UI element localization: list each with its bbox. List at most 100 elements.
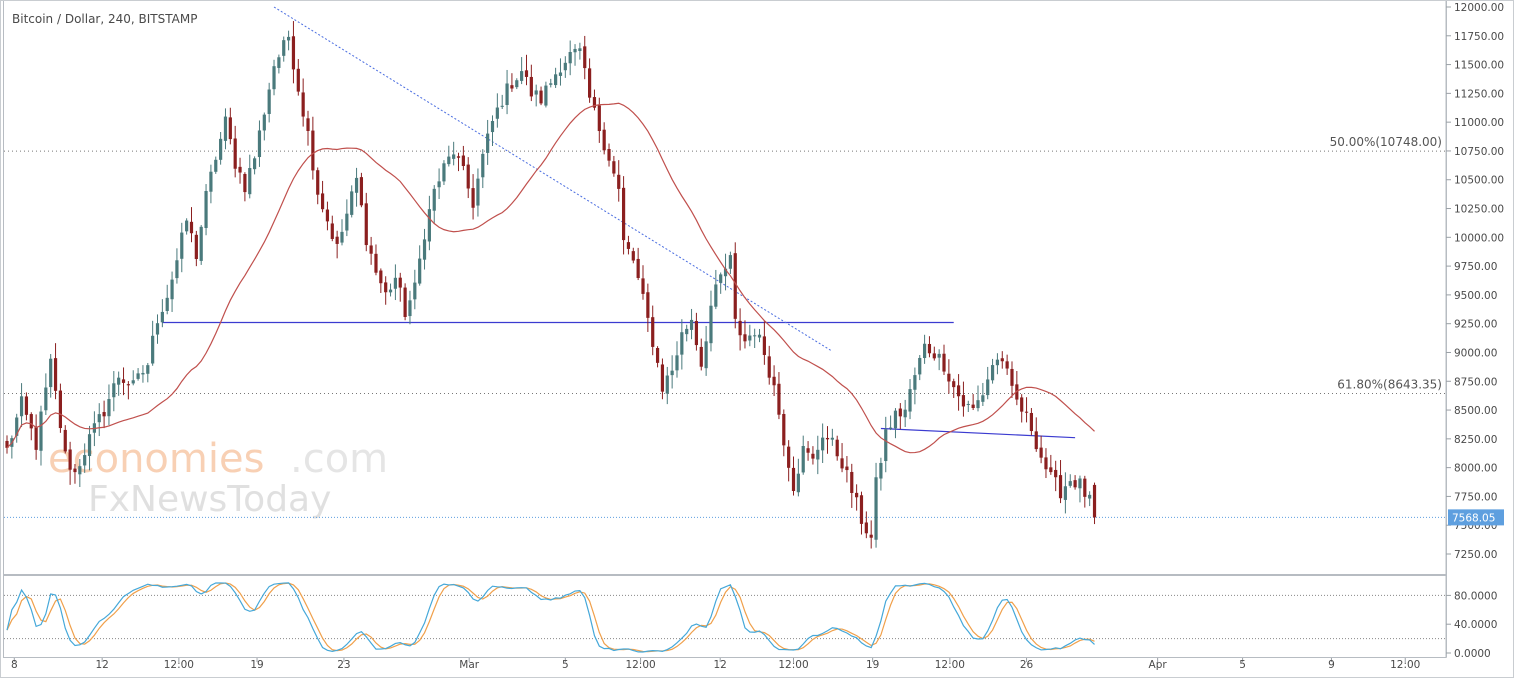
candle (1088, 491, 1092, 507)
candle-body (490, 120, 495, 133)
candle (272, 59, 276, 96)
price-tick-label: 9250.00 (1454, 319, 1497, 331)
candle-body (626, 242, 631, 249)
drawings (162, 6, 1076, 439)
candle-body (544, 85, 548, 106)
time-tick-label: 12:00 (625, 659, 655, 671)
time-tick-label: 19 (866, 659, 879, 671)
candle-body (301, 92, 305, 117)
candle-body (922, 343, 927, 359)
candle (937, 349, 941, 371)
candle (495, 93, 499, 128)
candle (898, 403, 902, 430)
candle-body (529, 76, 533, 97)
candle-body (456, 156, 461, 158)
candle-body (403, 287, 407, 317)
candle (884, 416, 888, 473)
candle (1083, 475, 1087, 508)
candle (952, 378, 956, 398)
candle (141, 365, 145, 383)
candle-body (665, 375, 669, 394)
candle (641, 265, 645, 300)
candle (1078, 475, 1082, 503)
stochastic-oscillator (4, 582, 1446, 653)
candle-body (418, 258, 422, 284)
candle (1068, 474, 1072, 488)
stochastic-axis[interactable]: 80.0000 40.0000 0.0000 (1446, 590, 1497, 660)
candle-body (388, 289, 393, 293)
candle-body (602, 129, 606, 151)
candle-body (874, 477, 878, 540)
price-axis[interactable]: 12000.00 11750.00 11500.00 11250.00 11000.00… (1446, 2, 1504, 561)
candle (286, 30, 291, 51)
candle-body (1088, 494, 1092, 499)
candle (524, 54, 529, 86)
candle-body (835, 439, 839, 457)
time-tick-label: 5 (562, 659, 569, 671)
candle (1005, 354, 1009, 375)
candle-body (699, 346, 703, 367)
candle (471, 174, 475, 220)
candle (976, 385, 980, 412)
time-axis[interactable]: 8 12 12:00 19 23 Mar 5 12:00 12 12:00 19 12:00 26 Apr… (11, 658, 1420, 671)
candle (223, 108, 228, 150)
candle (1058, 460, 1063, 504)
candle (374, 244, 378, 276)
candle (301, 78, 305, 127)
candle (932, 346, 936, 361)
candle (874, 462, 878, 548)
candle-body (486, 133, 490, 153)
candle-body (816, 449, 820, 460)
candle-body (879, 462, 883, 479)
candle-body (1005, 361, 1009, 369)
candle-body (641, 278, 645, 294)
candle (63, 425, 67, 454)
price-tick-label: 7750.00 (1454, 491, 1497, 503)
last-price-tag (1448, 509, 1504, 526)
candle (796, 458, 800, 497)
candle (733, 242, 737, 329)
candle (214, 156, 218, 174)
candle-body (155, 323, 160, 335)
candle (39, 405, 43, 466)
price-tick-label: 8250.00 (1454, 434, 1497, 446)
candle (651, 305, 655, 356)
candle-body (384, 282, 388, 293)
candle-body (685, 328, 689, 335)
candle-body (607, 149, 611, 161)
price-tick-label: 10000.00 (1454, 232, 1504, 244)
candle (107, 384, 111, 426)
candle (83, 443, 87, 473)
candle-body (534, 90, 538, 95)
candle-body (850, 471, 854, 493)
candle (316, 167, 320, 205)
candle (49, 354, 53, 398)
candle-body (840, 458, 844, 469)
candle (680, 319, 684, 370)
candle (311, 116, 315, 180)
candle-body (238, 166, 242, 173)
time-tick-label: 12 (95, 659, 108, 671)
candle (821, 423, 825, 464)
candle-body (1000, 358, 1004, 362)
candle (189, 207, 194, 243)
candle-body (811, 453, 815, 459)
candle (510, 73, 514, 92)
candle (19, 383, 24, 428)
candle-body (199, 226, 203, 261)
candle (830, 428, 834, 446)
candle (723, 253, 728, 291)
candle (291, 21, 296, 84)
candle-body (175, 260, 179, 279)
candle-body (296, 68, 300, 92)
candle (1063, 472, 1067, 514)
candle (233, 125, 237, 178)
candle (34, 414, 38, 460)
candle-body (102, 412, 106, 417)
candle (772, 365, 776, 397)
candle-body (825, 437, 830, 440)
candle (1010, 361, 1014, 398)
candle (180, 222, 184, 273)
price-tick-label: 9750.00 (1454, 261, 1497, 273)
candle-body (121, 379, 126, 383)
